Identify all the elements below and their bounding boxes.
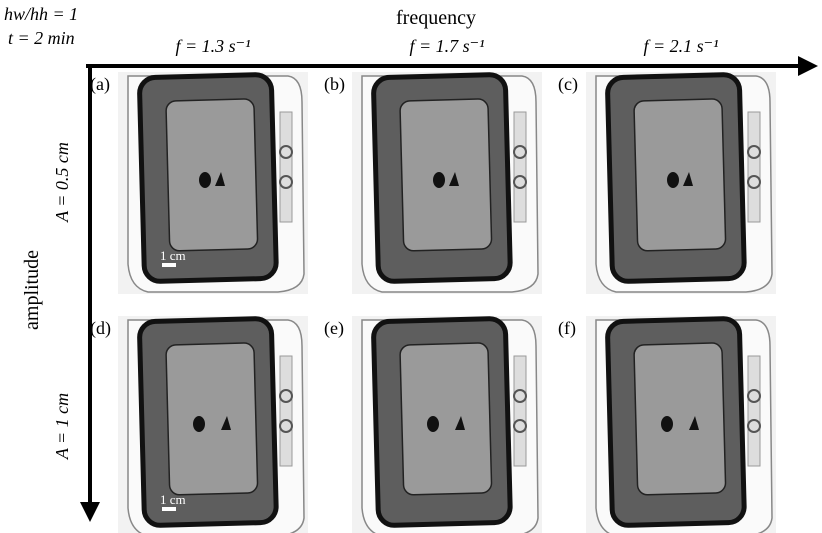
- photo: [586, 316, 776, 533]
- label-strip: [748, 112, 760, 222]
- label-strip: [514, 356, 526, 466]
- ratio-label: hw/hh = 1: [4, 4, 78, 24]
- scale-bar: [162, 263, 176, 267]
- tank-floor: [634, 99, 726, 251]
- row-label: A = 1 cm: [52, 393, 72, 460]
- object: [199, 172, 211, 188]
- scale-bar-label: 1 cm: [160, 492, 186, 507]
- label-strip: [280, 356, 292, 466]
- photo: 1 cm: [118, 316, 308, 533]
- column-label: f = 2.1 s⁻¹: [643, 36, 718, 56]
- panel-label: (b): [324, 74, 345, 95]
- panel-label: (f): [558, 318, 576, 339]
- object: [433, 172, 445, 188]
- label-strip: [748, 356, 760, 466]
- photo: [352, 316, 542, 533]
- tank-floor: [634, 343, 726, 495]
- y-axis-label: amplitude: [21, 250, 43, 330]
- column-label: f = 1.7 s⁻¹: [409, 36, 484, 56]
- tank-floor: [166, 343, 258, 495]
- row-label: A = 0.5 cm: [52, 142, 72, 223]
- label-strip: [514, 112, 526, 222]
- object: [667, 172, 679, 188]
- photo-grid: 1 cm 1 cm: [118, 72, 776, 533]
- photo: [352, 72, 542, 294]
- scale-bar-label: 1 cm: [160, 248, 186, 263]
- panel-label: (e): [324, 318, 344, 339]
- photo: [586, 72, 776, 294]
- panel-label: (a): [90, 74, 110, 95]
- tank-floor: [166, 99, 258, 251]
- panel-label: (c): [558, 74, 578, 95]
- time-label: t = 2 min: [8, 28, 75, 48]
- x-axis-label: frequency: [396, 7, 476, 29]
- tank-floor: [400, 99, 492, 251]
- figure: 1 cm 1 cm hw/hh = 1 t = 2 min frequency a…: [0, 0, 822, 533]
- label-strip: [280, 112, 292, 222]
- photo: 1 cm: [118, 72, 308, 294]
- column-label: f = 1.3 s⁻¹: [175, 36, 250, 56]
- object: [193, 416, 205, 432]
- scale-bar: [162, 507, 176, 511]
- object: [427, 416, 439, 432]
- tank-floor: [400, 343, 492, 495]
- panel-label: (d): [90, 318, 111, 339]
- object: [661, 416, 673, 432]
